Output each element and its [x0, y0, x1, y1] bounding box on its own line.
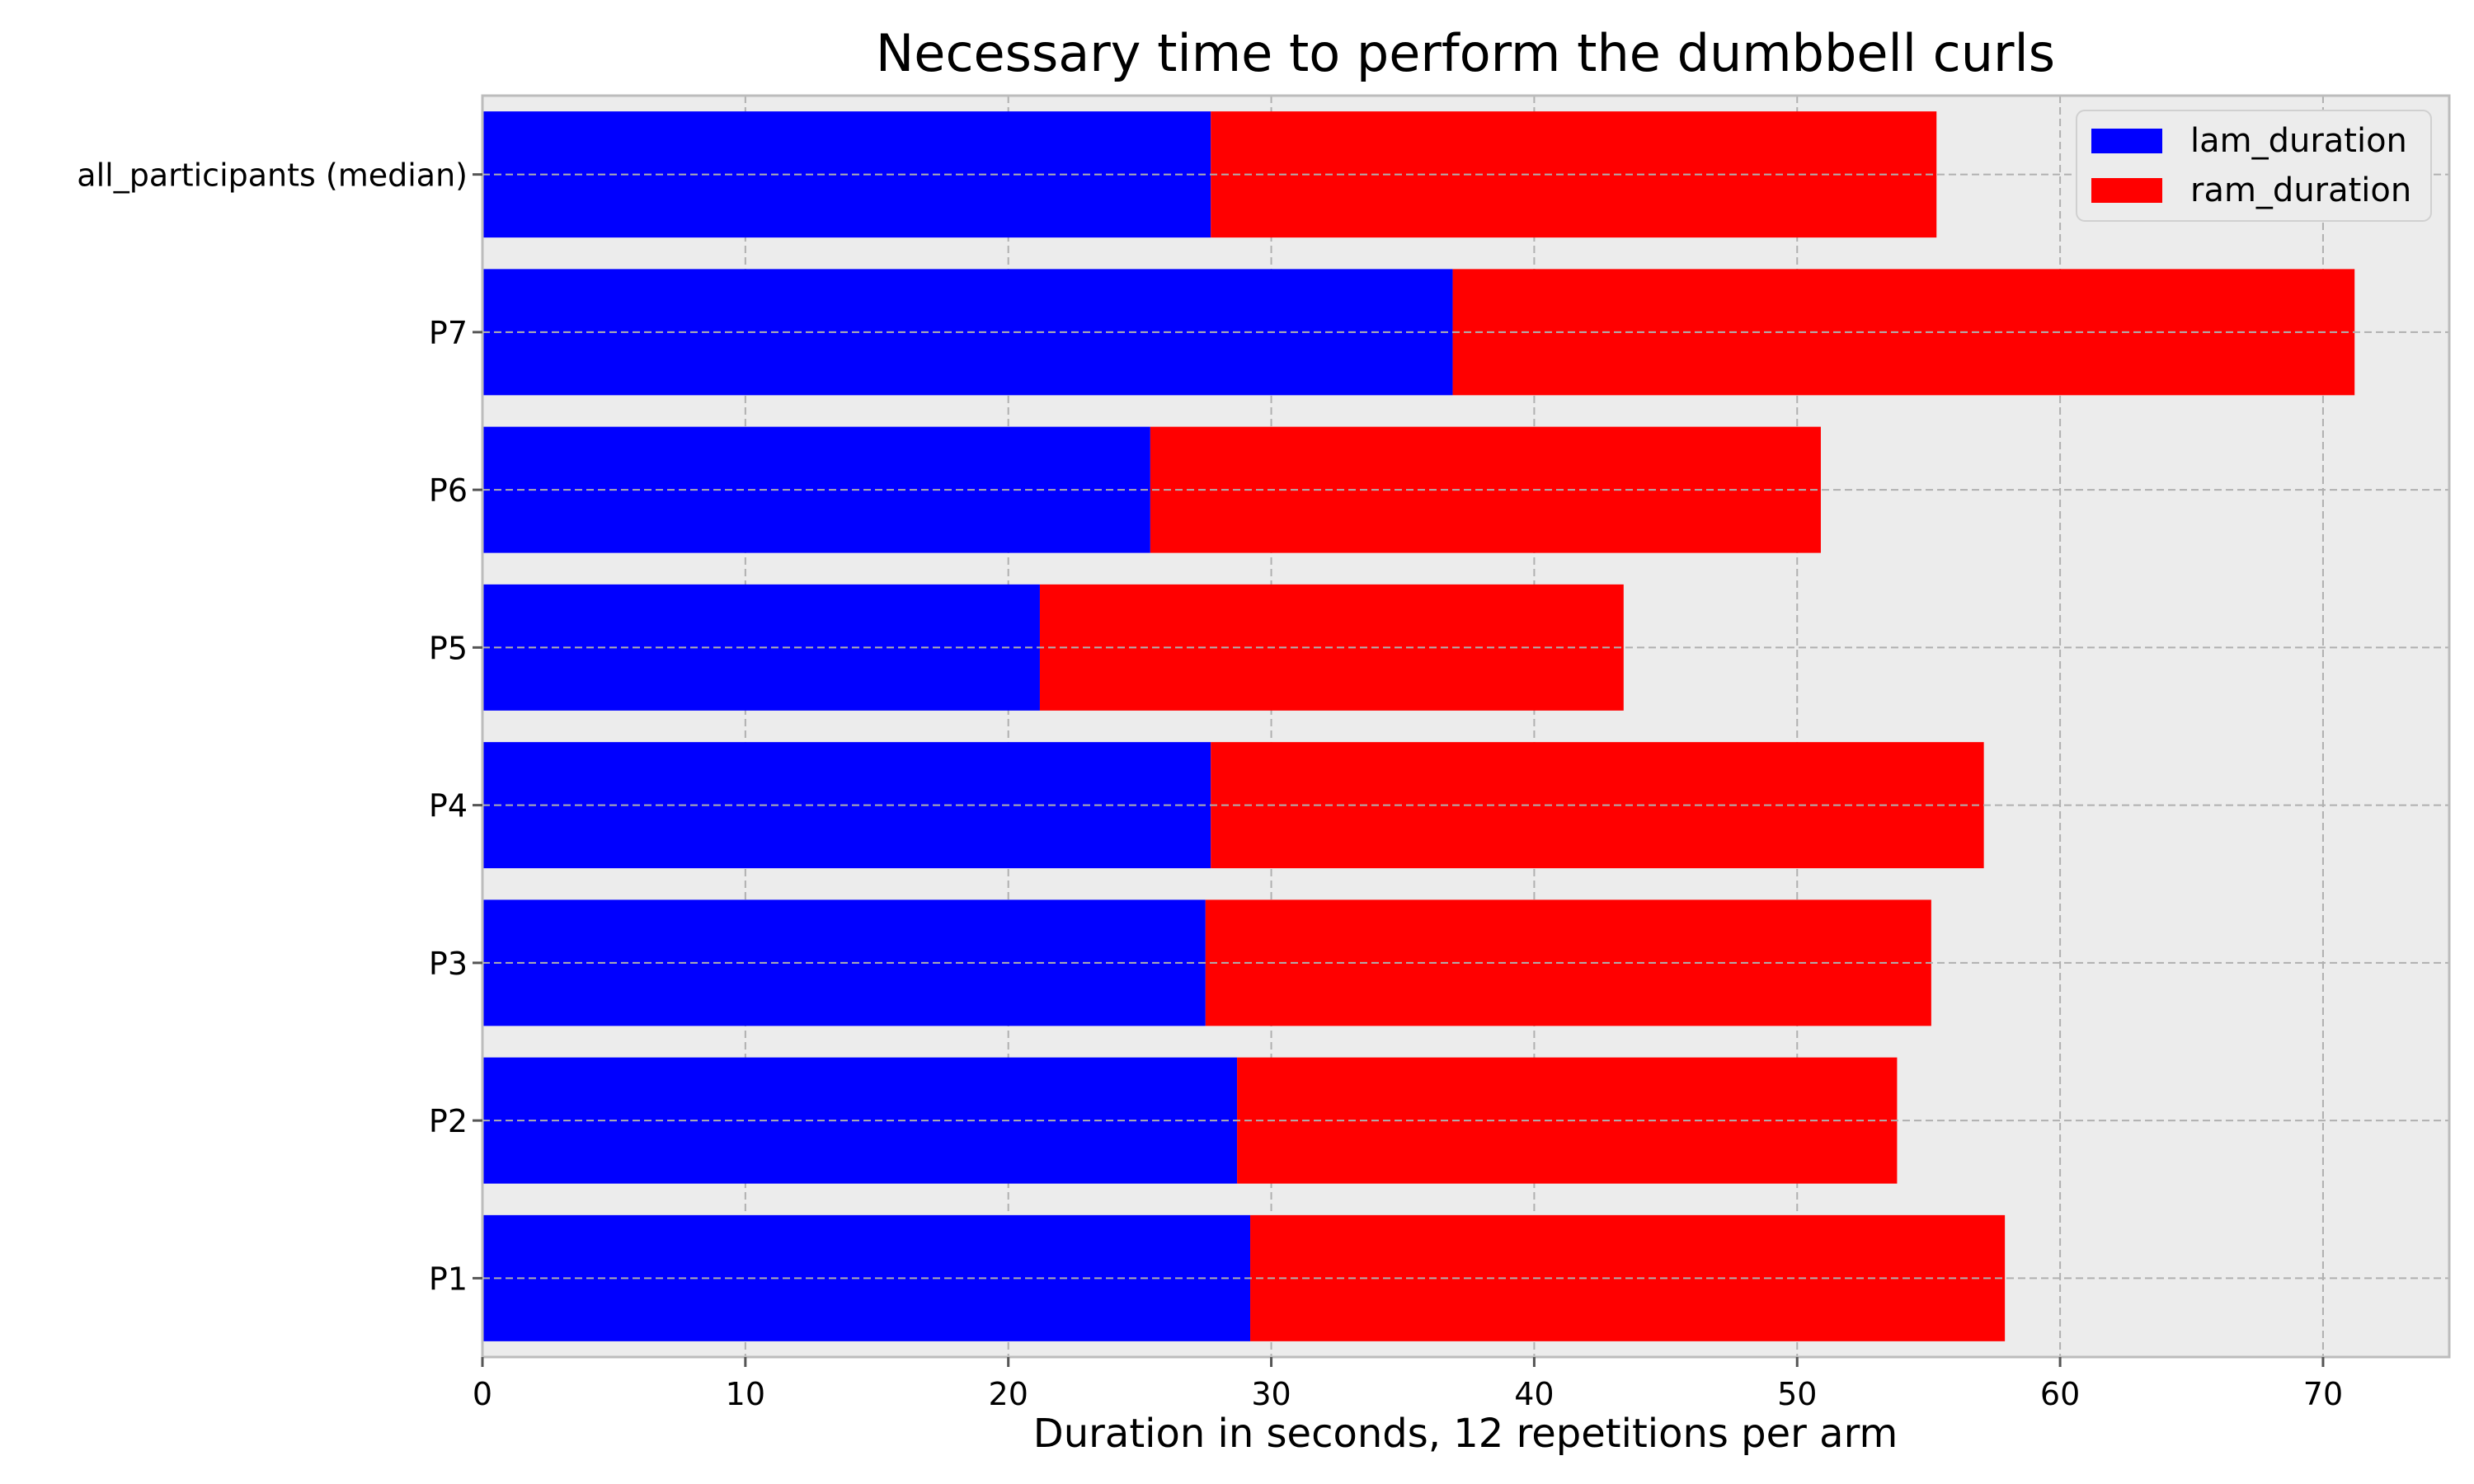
x-tick-label: 10 — [726, 1376, 765, 1412]
y-tick-label: P4 — [429, 788, 468, 824]
legend-swatch-ram_duration — [2091, 178, 2162, 203]
x-tick-label: 70 — [2303, 1376, 2343, 1412]
y-tick-label: P7 — [429, 315, 468, 351]
chart-title: Necessary time to perform the dumbbell c… — [876, 23, 2055, 83]
legend-swatch-lam_duration — [2091, 129, 2162, 153]
x-tick-label: 20 — [989, 1376, 1028, 1412]
x-tick-label: 30 — [1251, 1376, 1291, 1412]
y-tick-label: P5 — [429, 630, 468, 666]
x-axis-label: Duration in seconds, 12 repetitions per … — [1033, 1411, 1898, 1457]
legend: lam_duration ram_duration — [2077, 110, 2431, 221]
x-tick-label: 40 — [1514, 1376, 1554, 1412]
y-tick-label: P6 — [429, 472, 468, 509]
x-tick-label: 50 — [1777, 1376, 1817, 1412]
legend-label-lam_duration: lam_duration — [2190, 122, 2407, 160]
x-tick-label: 0 — [473, 1376, 492, 1412]
y-tick-label: all_participants (median) — [77, 157, 468, 194]
x-tick-label: 60 — [2040, 1376, 2080, 1412]
y-tick-label: P1 — [429, 1261, 468, 1297]
bar-ram_duration-2 — [1237, 1058, 1897, 1184]
legend-label-ram_duration: ram_duration — [2190, 171, 2411, 209]
y-tick-label: P3 — [429, 946, 468, 982]
y-tick-label: P2 — [429, 1103, 468, 1139]
